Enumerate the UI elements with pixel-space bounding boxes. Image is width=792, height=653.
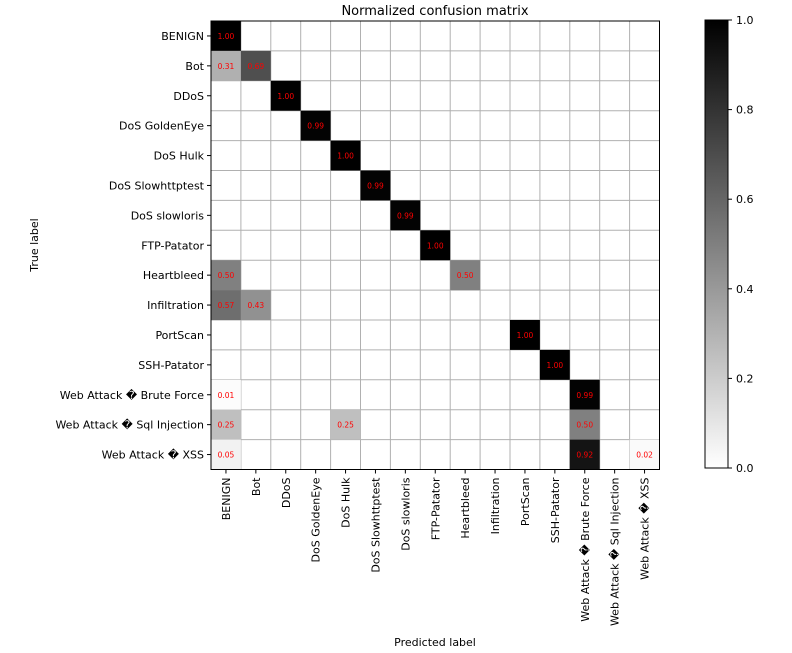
matrix-cell — [211, 50, 241, 81]
x-tick-label: DoS slowloris — [399, 477, 412, 551]
x-tick-labels: BENIGN Bot DDoS DoS GoldenEye DoS Hulk DoS Sl… — [220, 469, 652, 626]
matrix-cell — [211, 379, 241, 410]
cell-value-label: 0.50 — [457, 271, 474, 280]
matrix-cell — [390, 200, 421, 231]
matrix-cell — [330, 140, 361, 171]
x-tick-label: DDoS — [280, 477, 293, 508]
matrix-cell — [211, 439, 241, 470]
cell-value-label: 1.00 — [337, 152, 354, 161]
matrix-cell — [240, 50, 271, 81]
y-tick-label: FTP-Patator — [141, 239, 204, 252]
cell-value-label: 1.00 — [546, 361, 563, 370]
colorbar-ticks: 0.0 0.2 0.4 0.6 0.8 1.0 — [728, 14, 754, 475]
colorbar-tick-label: 0.4 — [736, 283, 754, 296]
matrix-cell — [211, 290, 241, 320]
y-tick-labels: BENIGN Bot DDoS DoS GoldenEye DoS Hulk DoS Sl… — [55, 30, 211, 462]
cell-value-label: 0.99 — [397, 211, 414, 220]
matrix-cell — [569, 439, 600, 470]
cell-value-label: 1.00 — [427, 241, 444, 250]
y-tick-label: DoS Hulk — [154, 150, 205, 163]
y-tick-label: DoS slowloris — [131, 209, 205, 222]
x-axis-label: Predicted label — [394, 636, 476, 649]
cell-value-label: 0.99 — [367, 181, 384, 190]
x-tick-label: BENIGN — [220, 478, 233, 521]
colorbar-tick-label: 1.0 — [736, 14, 754, 27]
cell-value-label: 0.31 — [218, 62, 235, 71]
y-axis-label: True label — [28, 218, 41, 272]
cell-value-label: 0.50 — [576, 421, 593, 430]
matrix-cell — [420, 230, 451, 261]
y-tick-label: Heartbleed — [143, 269, 204, 282]
y-tick-label: DDoS — [173, 90, 204, 103]
cell-value-label: 0.99 — [576, 391, 593, 400]
colorbar-tick-label: 0.2 — [736, 372, 754, 385]
x-tick-label: SSH-Patator — [549, 477, 562, 543]
matrix-cell — [211, 21, 241, 51]
cell-value-label: 0.99 — [307, 122, 324, 131]
matrix-cell — [450, 260, 481, 291]
x-tick-label: Infiltration — [489, 477, 502, 534]
x-tick-label: DoS Hulk — [340, 477, 353, 528]
colorbar — [704, 19, 729, 469]
cell-value-label: 0.02 — [636, 451, 653, 460]
matrix-cell — [270, 80, 301, 111]
matrix-cell — [240, 290, 271, 320]
matrix-cell — [539, 349, 570, 380]
x-tick-label: Web Attack � Brute Force — [579, 477, 592, 621]
matrix-cell — [510, 320, 540, 350]
y-tick-label: DoS Slowhttptest — [109, 179, 205, 192]
y-tick-label: PortScan — [155, 329, 204, 342]
cell-value-label: 1.00 — [218, 32, 235, 41]
matrix-cells: 1.00 0.31 0.69 1.00 0.99 1.00 0.99 0.99 1.00 0.50… — [211, 21, 660, 470]
y-tick-label: DoS GoldenEye — [119, 120, 204, 133]
cell-value-label: 0.92 — [576, 451, 593, 460]
cell-value-label: 1.00 — [517, 331, 534, 340]
y-tick-label: Infiltration — [147, 299, 204, 312]
x-tick-label: Bot — [250, 477, 263, 496]
cell-value-label: 0.05 — [218, 451, 235, 460]
y-tick-label: Bot — [185, 60, 204, 73]
matrix-cell — [629, 439, 660, 470]
matrix-cell — [360, 170, 391, 201]
colorbar-tick-label: 0.8 — [736, 104, 754, 117]
colorbar-tick-label: 0.0 — [736, 462, 754, 475]
matrix-cell — [569, 409, 600, 440]
y-tick-label: Web Attack � XSS — [102, 449, 204, 462]
y-tick-label: BENIGN — [161, 30, 204, 43]
cell-value-label: 0.25 — [218, 421, 235, 430]
cell-value-label: 0.43 — [247, 301, 264, 310]
cell-value-label: 0.69 — [247, 62, 264, 71]
x-tick-label: PortScan — [519, 477, 532, 526]
x-tick-label: FTP-Patator — [429, 477, 442, 540]
chart-title: Normalized confusion matrix — [341, 4, 528, 19]
x-tick-label: DoS GoldenEye — [310, 477, 323, 562]
cell-value-label: 0.57 — [218, 301, 235, 310]
y-tick-label: Web Attack � Brute Force — [60, 389, 204, 402]
y-tick-label: SSH-Patator — [138, 359, 204, 372]
x-tick-label: DoS Slowhttptest — [369, 477, 382, 573]
cell-value-label: 0.01 — [218, 391, 235, 400]
matrix-cell — [330, 409, 361, 440]
colorbar-tick-label: 0.6 — [736, 193, 754, 206]
x-tick-label: Web Attack � XSS — [639, 477, 652, 579]
y-tick-label: Web Attack � Sql Injection — [55, 419, 204, 432]
cell-value-label: 0.25 — [337, 421, 354, 430]
matrix-cell — [569, 379, 600, 410]
x-tick-label: Web Attack � Sql Injection — [609, 477, 622, 626]
matrix-cell — [211, 260, 241, 291]
cell-value-label: 0.50 — [218, 271, 235, 280]
x-tick-label: Heartbleed — [459, 478, 472, 539]
cell-value-label: 1.00 — [277, 92, 294, 101]
matrix-cell — [300, 110, 331, 141]
matrix-cell — [211, 409, 241, 440]
